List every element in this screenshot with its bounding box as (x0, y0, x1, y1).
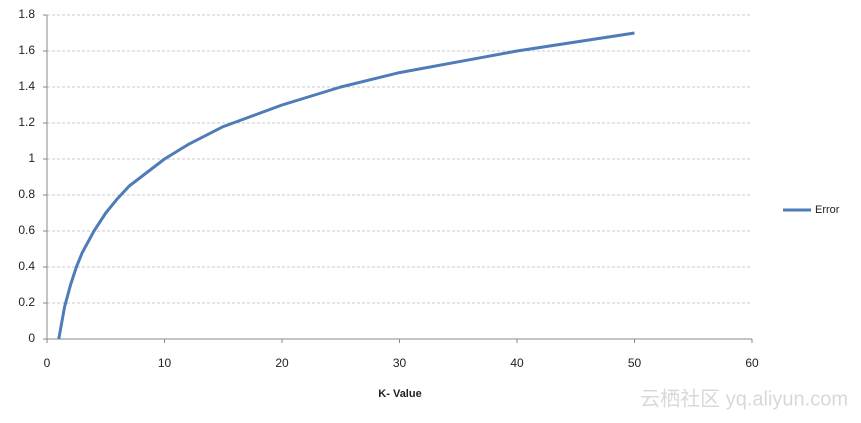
y-tick-label: 1.2 (18, 115, 35, 129)
legend-label: Error (815, 204, 840, 216)
y-tick-label: 0.6 (18, 223, 35, 237)
y-tick-label: 1.4 (18, 79, 35, 93)
y-tick-label: 1.8 (18, 7, 35, 21)
series-line (57, 31, 635, 340)
y-tick-label: 1.6 (18, 43, 35, 57)
x-tick-label: 10 (158, 356, 172, 370)
watermark: 云栖社区 yq.aliyun.com (640, 387, 848, 410)
x-tick-label: 40 (510, 356, 524, 370)
y-tick-label: 0.8 (18, 187, 35, 201)
x-tick-label: 50 (628, 356, 642, 370)
x-tick-label: 20 (275, 356, 289, 370)
x-tick-label: 0 (44, 356, 51, 370)
y-tick-label: 1 (28, 151, 35, 165)
y-tick-label: 0.4 (18, 259, 35, 273)
y-tick-label: 0.2 (18, 295, 35, 309)
y-tick-label: 0 (28, 331, 35, 345)
x-tick-label: 60 (745, 356, 759, 370)
x-tick-label: 30 (393, 356, 407, 370)
x-axis-label: K- Value (378, 388, 421, 400)
